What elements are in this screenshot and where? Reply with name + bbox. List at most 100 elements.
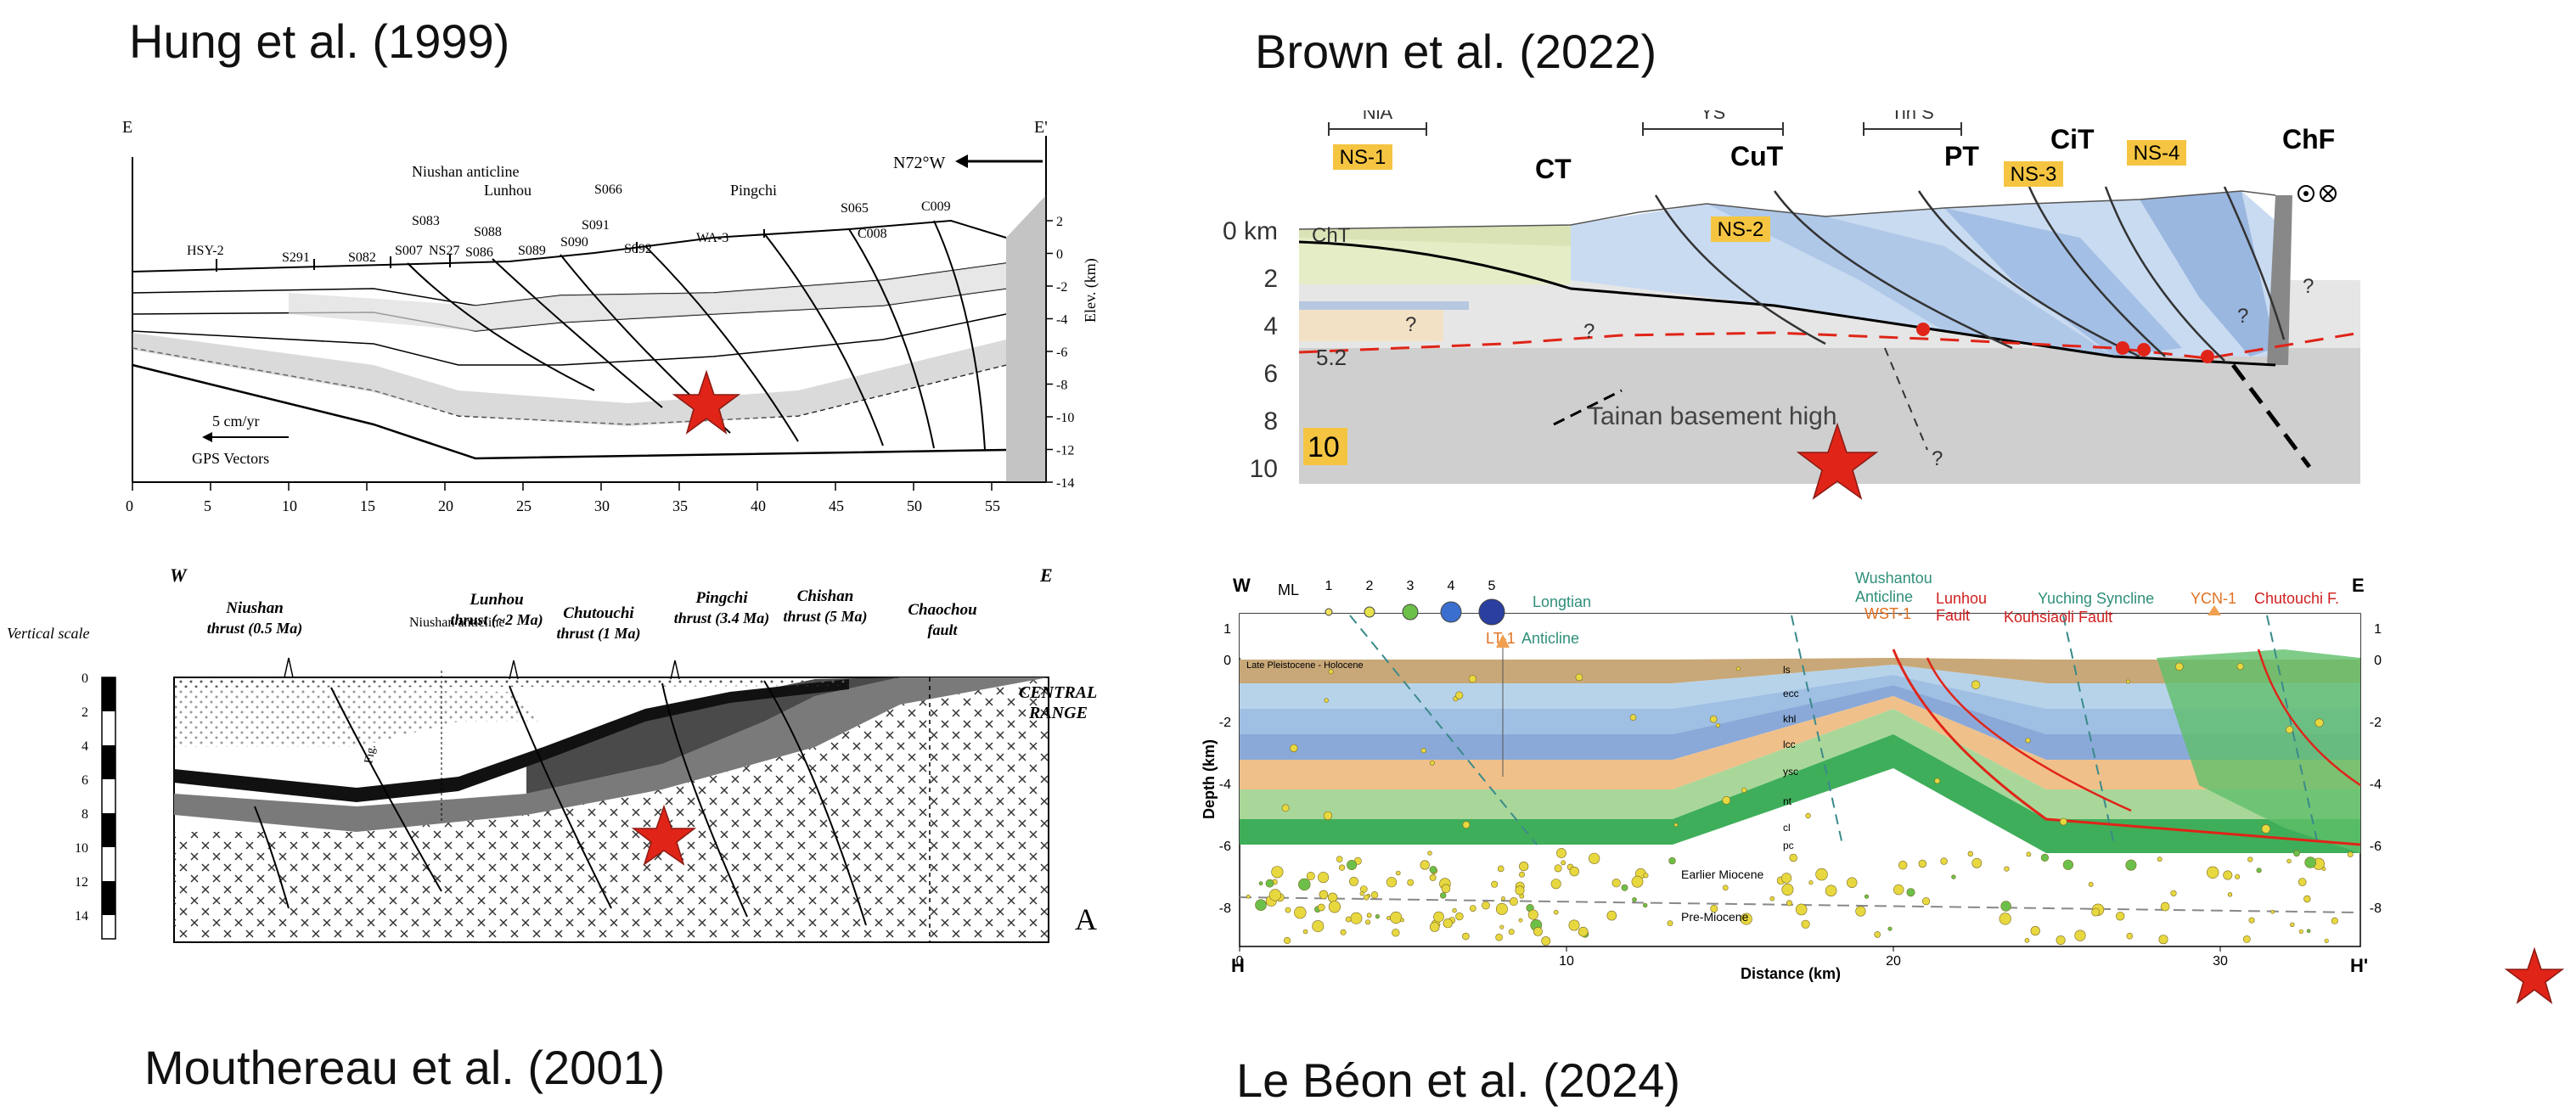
hung-well-label: NS27: [429, 244, 459, 258]
hung-x-tick: 0: [126, 497, 133, 514]
depth-tick: 8: [1263, 407, 1278, 435]
hung-y-tick: -4: [1056, 313, 1067, 328]
chutouchi-label: Chutouchi F.: [2254, 590, 2339, 607]
earthquake-point: [2074, 929, 2086, 941]
earthquake-point: [1519, 862, 1529, 872]
earthquake-point: [2293, 850, 2300, 857]
lebeon-right-label: E: [2352, 575, 2365, 596]
earthquake-point: [2088, 881, 2094, 887]
central-range-label-1: CENTRAL: [1019, 683, 1097, 702]
longtian-label: Longtian: [1533, 593, 1591, 610]
earthquake-point: [1709, 715, 1718, 723]
ml-value: 5: [1488, 579, 1496, 593]
hung-upper-label: S088: [474, 225, 502, 239]
ml-value: 1: [1325, 579, 1333, 593]
fig-label: Fig.: [363, 744, 379, 764]
hung-well-label: C008: [858, 227, 887, 241]
central-range-label-2: RANGE: [1028, 704, 1088, 722]
earthquake-point: [1940, 857, 1948, 865]
ns-label: NS-2: [1718, 218, 1764, 241]
earthquake-point: [1366, 913, 1372, 918]
hung-y-tick: -12: [1056, 444, 1074, 458]
earthquake-point: [1518, 918, 1523, 923]
depth-tick: 0: [1223, 654, 1231, 668]
earthquake-point: [2030, 926, 2040, 936]
fault-label-chf: ChF: [2282, 124, 2335, 154]
thrust-detail: thrust (5 Ma): [783, 608, 867, 626]
earthquake-point: [2298, 929, 2303, 934]
earthquake-point: [1642, 902, 1648, 908]
earthquake-point: [1283, 936, 1291, 945]
hung-x-tick: 25: [516, 497, 532, 514]
earthquake-point: [1501, 896, 1505, 901]
distance-tick: 20: [1886, 954, 1901, 969]
lebeon-y-axis: 1 1 0 0 -2 -2 -4 -4 -6 -6 -8 -8: [1219, 622, 2382, 916]
earthquake-point: [1312, 920, 1325, 933]
earthquake-point: [1319, 890, 1329, 900]
hung-right-label: E': [1034, 118, 1048, 137]
thrust-detail: thrust (1 Ma): [556, 625, 640, 643]
star-icon: [2505, 946, 2564, 1004]
earthquake-point: [1359, 891, 1364, 896]
earthquake-point: [1455, 912, 1464, 921]
earthquake-point: [2062, 859, 2074, 870]
earthquake-point: [1327, 892, 1338, 902]
earthquake-point: [1271, 866, 1284, 879]
depth-tick: 10: [1250, 455, 1278, 483]
ns-badge: [1711, 216, 1770, 242]
earthquake-point: [1780, 873, 1792, 884]
earthquake-point: [1971, 857, 1983, 868]
earthquake-point: [1578, 926, 1589, 937]
earthquake-point: [1715, 722, 1721, 728]
earthquake-point: [1339, 864, 1346, 871]
earthquake-point: [1429, 866, 1437, 873]
unit-label: ysc: [1783, 766, 1798, 778]
earthquake-point: [1741, 787, 1747, 794]
thrust-name: Chutouchi: [563, 604, 634, 622]
earthquake-point: [1575, 673, 1583, 682]
unit-label: ecc: [1783, 688, 1799, 699]
hung-well-label: S007: [395, 244, 423, 258]
scale-tick: 12: [75, 875, 88, 890]
earthquake-point: [2248, 917, 2255, 924]
hung-x-tick: 55: [985, 497, 1000, 514]
thrust-name: Niushan: [225, 599, 284, 617]
ns-badge: [1333, 144, 1392, 170]
earthquake-point: [1336, 856, 1343, 863]
fault-label-cit: CiT: [2050, 124, 2095, 154]
hung-y-tick: -8: [1056, 379, 1067, 393]
earthquake-point: [1667, 920, 1673, 926]
earthquake-point: [1246, 894, 1251, 899]
scale-tick: 6: [82, 773, 88, 788]
earthquake-point: [1971, 680, 1981, 689]
late-pleistocene-label: Late Pleistocene - Holocene: [1246, 660, 1364, 671]
earthquake-point: [1268, 889, 1281, 901]
earthquake-point: [1328, 901, 1341, 913]
earthquake-point: [1611, 879, 1621, 888]
ycn1-label: YCN-1: [2191, 590, 2236, 607]
earthquake-point: [2261, 824, 2271, 834]
earthquake-point: [2286, 726, 2293, 734]
depth-box-label: 10: [1308, 431, 1340, 463]
scale-tick: 0: [82, 671, 88, 686]
earthquake-point: [1255, 899, 1267, 912]
earthquake-point: [2091, 907, 2101, 917]
hung-gps-speed: 5 cm/yr: [212, 413, 260, 430]
earthquake-point: [2175, 662, 2184, 671]
depth-tick: -4: [2370, 778, 2382, 792]
earthquake-point: [1440, 892, 1447, 899]
question-mark: ?: [2237, 305, 2248, 328]
hung-y-tick: 2: [1056, 215, 1063, 229]
thrust-detail: thrust (3.4 Ma): [674, 609, 770, 627]
lebeon-left-label: W: [1233, 575, 1251, 596]
earthquake-point: [1554, 864, 1562, 873]
earthquake-point: [1999, 913, 2011, 925]
earthquake-point: [1629, 714, 1637, 721]
earthquake-point: [1469, 905, 1476, 912]
earthquake-point: [1553, 909, 1559, 915]
earthquake-point: [1429, 873, 1437, 881]
earthquake-point: [1722, 885, 1729, 891]
unit-label: nt: [1783, 795, 1792, 807]
lunhou-fault-label-2: Fault: [1936, 607, 1970, 624]
earthquake-point: [1258, 881, 1263, 886]
